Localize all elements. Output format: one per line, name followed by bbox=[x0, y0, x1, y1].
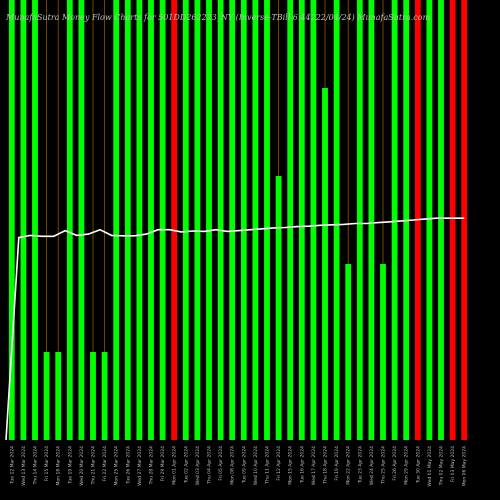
x-tick-label: Mon 22 Apr 2024 bbox=[346, 446, 352, 485]
x-tick-label: Thu 21 Mar 2024 bbox=[91, 446, 97, 486]
bar bbox=[368, 0, 375, 440]
x-tick-label: Mon 18 Mar 2024 bbox=[56, 446, 62, 486]
bar bbox=[194, 0, 201, 440]
x-tick-label: Mon 01 Apr 2024 bbox=[172, 446, 178, 485]
x-tick-label: Tue 12 Mar 2024 bbox=[9, 446, 15, 485]
bar bbox=[206, 0, 212, 440]
x-tick-label: Tue 09 Apr 2024 bbox=[241, 446, 247, 484]
bar bbox=[229, 0, 236, 440]
bar bbox=[438, 0, 444, 440]
bar bbox=[20, 0, 27, 440]
x-tick-label: Mon 08 Apr 2024 bbox=[230, 446, 236, 485]
x-tick-label: Thu 28 Mar 2024 bbox=[149, 446, 155, 486]
x-tick-label: Wed 13 Mar 2024 bbox=[21, 446, 27, 486]
x-tick-label: Fri 15 Mar 2024 bbox=[44, 446, 50, 481]
x-tick-label: Mon 29 Apr 2024 bbox=[404, 446, 410, 485]
x-tick-label: Thu 18 Apr 2024 bbox=[323, 446, 329, 485]
bar bbox=[391, 0, 398, 440]
bar bbox=[90, 352, 96, 440]
x-tick-label: Mon 25 Mar 2024 bbox=[114, 446, 120, 486]
bar bbox=[264, 0, 270, 440]
bar bbox=[32, 0, 38, 440]
x-tick-label: Wed 17 Apr 2024 bbox=[311, 446, 317, 485]
x-tick-label: Fri 03 May 2024 bbox=[450, 446, 456, 482]
bar bbox=[345, 264, 352, 440]
bar bbox=[113, 0, 120, 440]
bar bbox=[159, 0, 166, 440]
x-tick-label: Fri 19 Apr 2024 bbox=[334, 446, 340, 481]
x-tick-label: Tue 19 Mar 2024 bbox=[67, 446, 73, 485]
bar bbox=[275, 176, 282, 440]
x-tick-label: Wed 10 Apr 2024 bbox=[253, 446, 259, 485]
x-tick-label: Fri 05 Apr 2024 bbox=[218, 446, 224, 481]
x-tick-label: Wed 01 May 2024 bbox=[427, 446, 433, 487]
bar bbox=[449, 0, 456, 440]
bar bbox=[356, 0, 363, 440]
x-tick-label: Fri 29 Mar 2024 bbox=[160, 446, 166, 481]
x-tick-label: Fri 12 Apr 2024 bbox=[276, 446, 282, 481]
x-tick-label: Tue 30 Apr 2024 bbox=[415, 446, 421, 484]
bar bbox=[78, 0, 85, 440]
bar bbox=[333, 0, 340, 440]
bar bbox=[217, 0, 224, 440]
bar bbox=[43, 352, 50, 440]
bar bbox=[136, 0, 143, 440]
bar bbox=[461, 0, 468, 440]
money-flow-line bbox=[5, 217, 465, 441]
x-tick-label: Mon 15 Apr 2024 bbox=[288, 446, 294, 485]
bar bbox=[310, 0, 317, 440]
bar bbox=[8, 0, 15, 440]
x-tick-label: Wed 27 Mar 2024 bbox=[137, 446, 143, 486]
bar bbox=[426, 0, 433, 440]
x-tick-label: Tue 23 Apr 2024 bbox=[357, 446, 363, 484]
bar bbox=[124, 0, 131, 440]
bar bbox=[148, 0, 154, 440]
x-tick-label: Wed 20 Mar 2024 bbox=[79, 446, 85, 486]
x-tick-label: Wed 24 Apr 2024 bbox=[369, 446, 375, 485]
x-tick-label: Wed 03 Apr 2024 bbox=[195, 446, 201, 485]
bar bbox=[182, 0, 189, 440]
x-tick-label: Fri 26 Apr 2024 bbox=[392, 446, 398, 481]
x-tick-label: Thu 02 May 2024 bbox=[439, 446, 445, 486]
x-tick-label: Tue 26 Mar 2024 bbox=[125, 446, 131, 485]
bar bbox=[380, 264, 386, 440]
x-tick-label: Thu 11 Apr 2024 bbox=[265, 446, 271, 485]
x-tick-label: Thu 14 Mar 2024 bbox=[33, 446, 39, 486]
bar bbox=[66, 0, 73, 440]
x-tick-label: Thu 25 Apr 2024 bbox=[381, 446, 387, 485]
x-tick-label: Mon 06 May 2024 bbox=[462, 446, 468, 486]
x-tick-label: Fri 22 Mar 2024 bbox=[102, 446, 108, 481]
x-tick-label: Thu 04 Apr 2024 bbox=[207, 446, 213, 485]
bar bbox=[252, 0, 259, 440]
bar bbox=[171, 0, 178, 440]
bar bbox=[55, 352, 62, 440]
bar bbox=[298, 0, 305, 440]
bar bbox=[322, 88, 328, 440]
bar bbox=[287, 0, 294, 440]
x-tick-label: Tue 02 Apr 2024 bbox=[183, 446, 189, 484]
bar bbox=[101, 352, 108, 440]
x-tick-label: Tue 16 Apr 2024 bbox=[299, 446, 305, 484]
bar bbox=[240, 0, 247, 440]
x-tick-labels: Tue 12 Mar 2024 Wed 13 Mar 2024 Thu 14 Mar… bbox=[9, 446, 467, 487]
bars bbox=[8, 0, 468, 440]
chart-title: MunafaSutra Money Flow Charts for 501DD2… bbox=[5, 13, 431, 22]
